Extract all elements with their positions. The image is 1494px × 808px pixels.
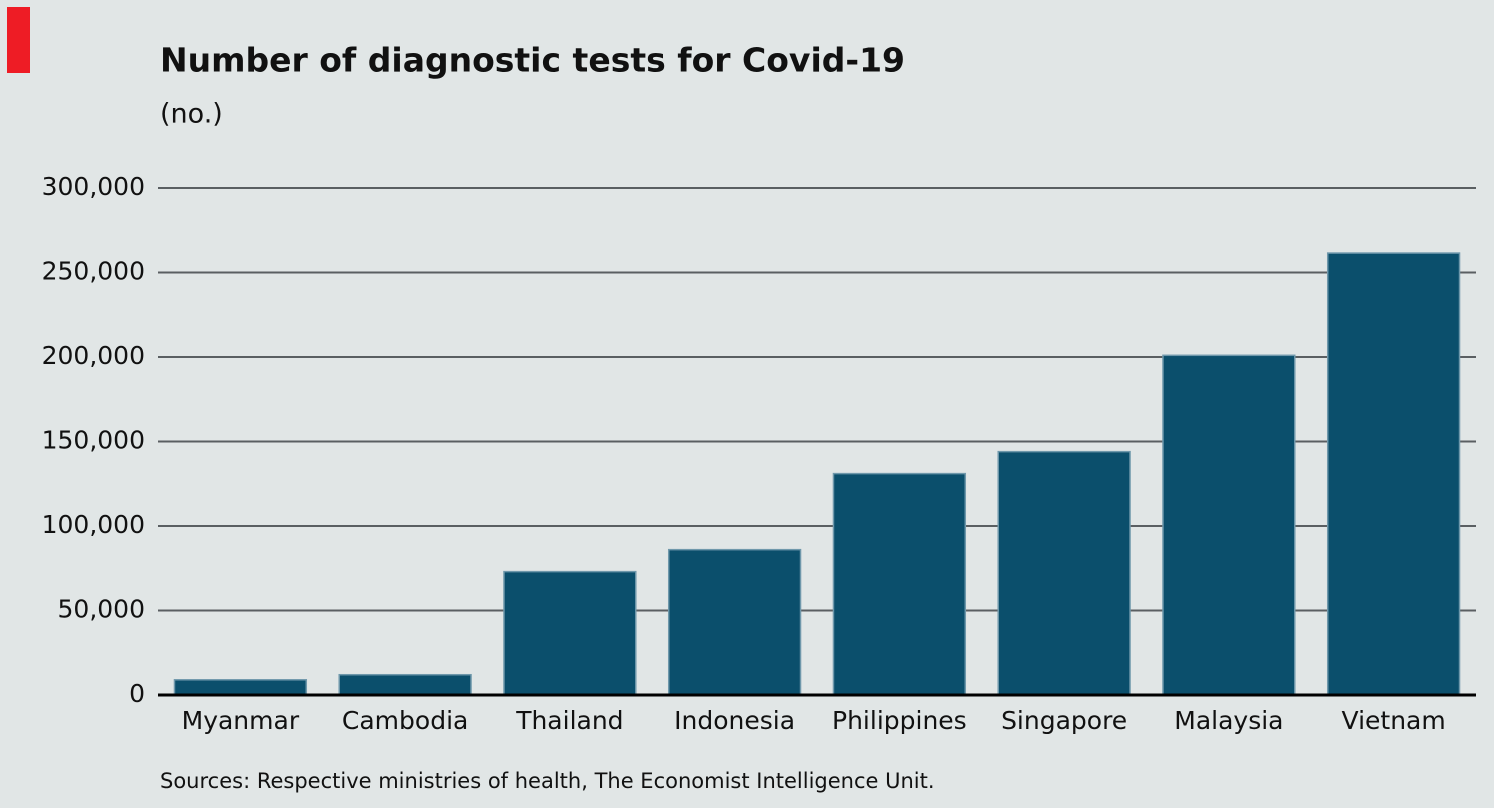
x-tick-label: Myanmar [182,706,300,735]
y-tick-label: 200,000 [42,341,145,370]
x-tick-label: Vietnam [1342,706,1446,735]
y-tick-label: 250,000 [42,257,145,286]
x-tick-label: Thailand [515,706,623,735]
y-tick-label: 50,000 [58,595,145,624]
x-tick-label: Indonesia [674,706,795,735]
bar [338,673,472,696]
y-tick-label: 100,000 [42,510,145,539]
bar [173,679,308,696]
bar [1162,354,1296,696]
y-tick-label: 0 [129,679,145,708]
x-tick-label: Malaysia [1174,706,1283,735]
x-tick-label: Cambodia [342,706,468,735]
bar [1326,252,1461,696]
source-note: Sources: Respective ministries of health… [160,769,935,793]
bar [503,570,637,696]
logo-tab [7,7,30,73]
y-tick-label: 150,000 [42,426,145,455]
y-tick-label: 300,000 [42,172,145,201]
bar [997,450,1131,696]
bar [667,548,802,696]
x-tick-label: Singapore [1001,706,1127,735]
chart-subtitle: (no.) [160,99,223,130]
chart-title: Number of diagnostic tests for Covid-19 [160,41,905,80]
bar [832,472,967,696]
x-tick-label: Philippines [832,706,967,735]
